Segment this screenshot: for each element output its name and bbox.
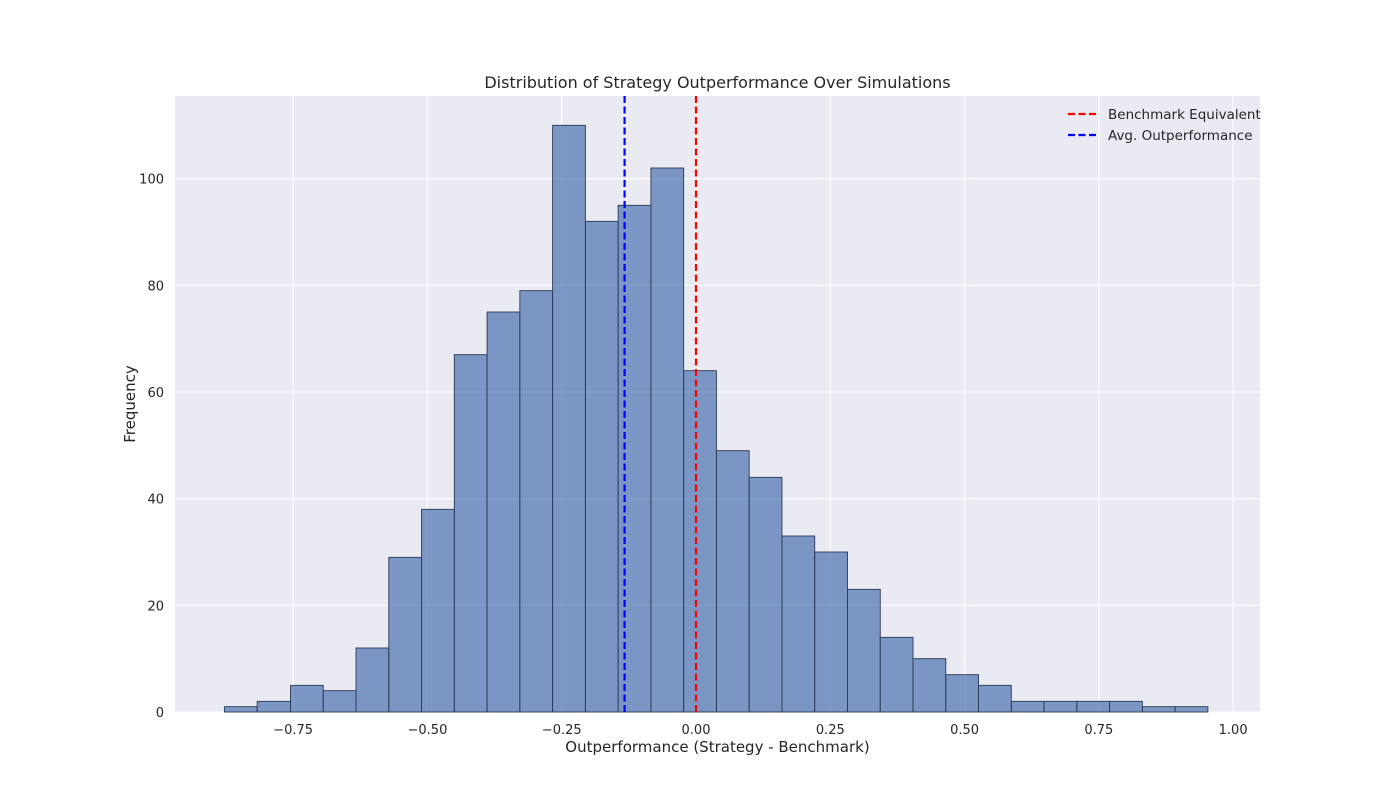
y-axis-ticks: 0 20 40 60 80 100: [139, 173, 164, 721]
x-tick-label: 0.25: [816, 723, 845, 738]
chart-title: Distribution of Strategy Outperformance …: [484, 73, 950, 92]
histogram-bar: [650, 167, 685, 713]
histogram-bar: [1109, 700, 1143, 713]
histogram-bar: [486, 311, 521, 713]
reference-lines: [623, 96, 698, 712]
histogram-bar: [256, 700, 291, 713]
histogram-bar: [1141, 706, 1176, 713]
x-tick-label: −0.75: [273, 723, 313, 738]
y-axis-label: Frequency: [121, 365, 139, 443]
legend-item: Benchmark Equivalent: [1068, 107, 1261, 123]
histogram-bar: [322, 690, 357, 713]
histogram-bar: [584, 220, 619, 713]
x-axis-ticks: −0.75 −0.50 −0.25 0.00 0.25 0.50 0.75 1.00: [273, 723, 1247, 738]
histogram-bar: [1076, 700, 1111, 713]
legend: Benchmark Equivalent Avg. Outperformance: [1068, 107, 1261, 144]
histogram-bar: [715, 450, 750, 713]
histogram-bars: [223, 124, 1209, 713]
histogram-bar: [847, 588, 881, 713]
histogram-bar: [1174, 706, 1209, 713]
y-tick-label: 40: [147, 493, 164, 508]
histogram-bar: [552, 124, 586, 713]
histogram-bar: [683, 370, 717, 713]
histogram-bar: [1010, 700, 1045, 713]
x-axis-label: Outperformance (Strategy - Benchmark): [565, 738, 869, 756]
x-tick-label: 1.00: [1219, 723, 1248, 738]
histogram-bar: [519, 290, 554, 713]
x-tick-label: −0.50: [408, 723, 448, 738]
x-tick-label: 0.50: [950, 723, 979, 738]
histogram-bar: [945, 674, 979, 713]
histogram-bar: [978, 684, 1012, 713]
y-tick-label: 20: [147, 599, 164, 614]
histogram-bar: [814, 551, 848, 713]
histogram-bar: [223, 706, 258, 713]
histogram-bar: [781, 535, 816, 713]
x-tick-label: 0.00: [682, 723, 711, 738]
legend-item: Avg. Outperformance: [1068, 128, 1253, 144]
histogram-bar: [879, 636, 914, 713]
y-tick-label: 0: [156, 706, 164, 721]
histogram-bar: [617, 204, 652, 713]
histogram-bar: [421, 508, 455, 713]
histogram-bar: [748, 476, 783, 713]
histogram-bar: [388, 556, 422, 713]
histogram-bar: [355, 647, 390, 713]
histogram-bar: [1043, 700, 1078, 713]
y-tick-label: 100: [139, 173, 164, 188]
legend-label: Benchmark Equivalent: [1108, 107, 1261, 123]
x-tick-label: −0.25: [542, 723, 582, 738]
y-tick-label: 80: [147, 279, 164, 294]
y-tick-label: 60: [147, 386, 164, 401]
histogram-bar: [453, 354, 488, 713]
x-tick-label: 0.75: [1084, 723, 1113, 738]
legend-label: Avg. Outperformance: [1108, 128, 1253, 144]
histogram-bar: [912, 658, 947, 713]
histogram-bar: [290, 684, 324, 713]
